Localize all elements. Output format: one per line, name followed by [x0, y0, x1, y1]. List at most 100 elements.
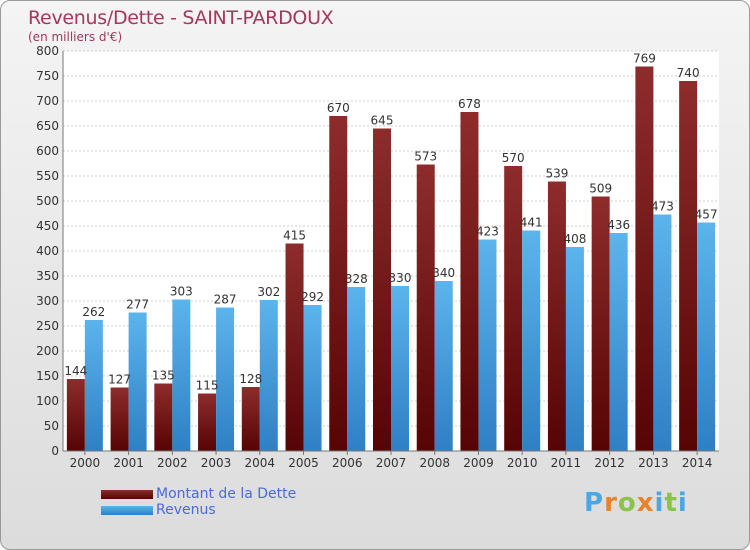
bar-revenus [653, 214, 672, 451]
bar-dette [504, 166, 523, 451]
y-tick-label: 100 [36, 394, 59, 408]
bar-dette [198, 393, 217, 451]
y-tick-label: 500 [36, 194, 59, 208]
logo-letter: i [677, 488, 688, 518]
x-tick-label: 2007 [376, 456, 407, 470]
x-tick-label: 2014 [682, 456, 713, 470]
data-label: 292 [301, 290, 324, 304]
bar-dette [329, 116, 348, 451]
x-tick-label: 2002 [157, 456, 188, 470]
y-tick-label: 450 [36, 219, 59, 233]
y-tick-label: 600 [36, 144, 59, 158]
chart-title: Revenus/Dette - SAINT-PARDOUX [28, 7, 334, 29]
chart-subtitle: (en milliers d'€) [28, 30, 123, 44]
data-label: 441 [520, 216, 543, 230]
data-label: 573 [414, 150, 437, 164]
data-label: 457 [695, 208, 718, 222]
data-label: 330 [389, 271, 412, 285]
bar-revenus [434, 281, 453, 451]
legend-label-revenus: Revenus [156, 502, 216, 518]
data-label: 128 [239, 372, 262, 386]
bar-revenus [565, 247, 584, 451]
bar-dette [591, 196, 610, 451]
y-tick-label: 550 [36, 169, 59, 183]
x-tick-label: 2009 [463, 456, 494, 470]
x-tick-label: 2010 [507, 456, 538, 470]
data-label: 645 [371, 114, 394, 128]
logo-letter: i [654, 488, 665, 518]
x-tick-label: 2001 [113, 456, 144, 470]
x-tick-label: 2006 [332, 456, 363, 470]
x-tick-label: 2005 [288, 456, 319, 470]
x-tick-label: 2011 [551, 456, 582, 470]
data-label: 115 [196, 379, 219, 393]
data-label: 539 [545, 167, 568, 181]
bar-revenus [478, 239, 497, 451]
bar-revenus [216, 307, 235, 451]
bar-dette [547, 181, 566, 451]
bar-revenus [259, 300, 278, 451]
y-tick-label: 750 [36, 69, 59, 83]
logo-letter: P [584, 488, 605, 518]
bar-dette [460, 112, 479, 451]
x-tick-label: 2004 [245, 456, 276, 470]
bar-dette [373, 128, 391, 451]
logo-letter: o [617, 488, 637, 518]
y-tick-label: 150 [36, 369, 59, 383]
logo-letter: x [636, 488, 655, 518]
data-label: 262 [82, 305, 105, 319]
bar-revenus [128, 312, 147, 451]
y-tick-label: 700 [36, 94, 59, 108]
data-label: 436 [607, 218, 630, 232]
data-label: 415 [283, 229, 306, 243]
x-tick-label: 2000 [70, 456, 101, 470]
y-tick-label: 400 [36, 244, 59, 258]
bar-dette [285, 243, 304, 451]
x-tick-label: 2013 [638, 456, 669, 470]
y-tick-label: 800 [36, 44, 59, 58]
bar-dette [416, 164, 435, 451]
data-label: 135 [152, 369, 175, 383]
bar-dette [635, 66, 654, 451]
bar-revenus [303, 305, 322, 451]
data-label: 127 [108, 373, 131, 387]
y-tick-label: 300 [36, 294, 59, 308]
bar-revenus [84, 320, 103, 451]
legend-swatch-dette [101, 490, 153, 499]
data-label: 740 [677, 66, 700, 80]
y-tick-label: 200 [36, 344, 59, 358]
y-tick-label: 250 [36, 319, 59, 333]
y-tick-label: 50 [44, 419, 59, 433]
data-label: 473 [651, 200, 674, 214]
data-label: 509 [589, 182, 612, 196]
data-label: 769 [633, 52, 656, 66]
data-label: 570 [502, 151, 525, 165]
bar-dette [154, 383, 173, 451]
data-label: 277 [126, 298, 149, 312]
data-label: 678 [458, 97, 481, 111]
x-tick-label: 2008 [419, 456, 450, 470]
data-label: 328 [345, 272, 368, 286]
bar-revenus [697, 222, 716, 451]
bar-dette [66, 379, 85, 451]
y-tick-label: 0 [51, 444, 59, 458]
data-label: 302 [257, 285, 280, 299]
bar-dette [679, 81, 698, 451]
legend-label-dette: Montant de la Dette [156, 486, 297, 502]
data-label: 670 [327, 101, 350, 115]
logo-letter: t [664, 488, 678, 518]
y-tick-label: 650 [36, 119, 59, 133]
x-tick-label: 2012 [594, 456, 625, 470]
x-tick-label: 2003 [201, 456, 232, 470]
logo-letter: r [604, 488, 618, 518]
bar-revenus [391, 286, 409, 451]
bar-dette [241, 387, 260, 451]
legend-swatch-revenus [101, 506, 153, 515]
data-label: 144 [64, 364, 87, 378]
data-label: 408 [563, 232, 586, 246]
data-label: 287 [214, 293, 237, 307]
data-label: 340 [432, 266, 455, 280]
y-tick-label: 350 [36, 269, 59, 283]
